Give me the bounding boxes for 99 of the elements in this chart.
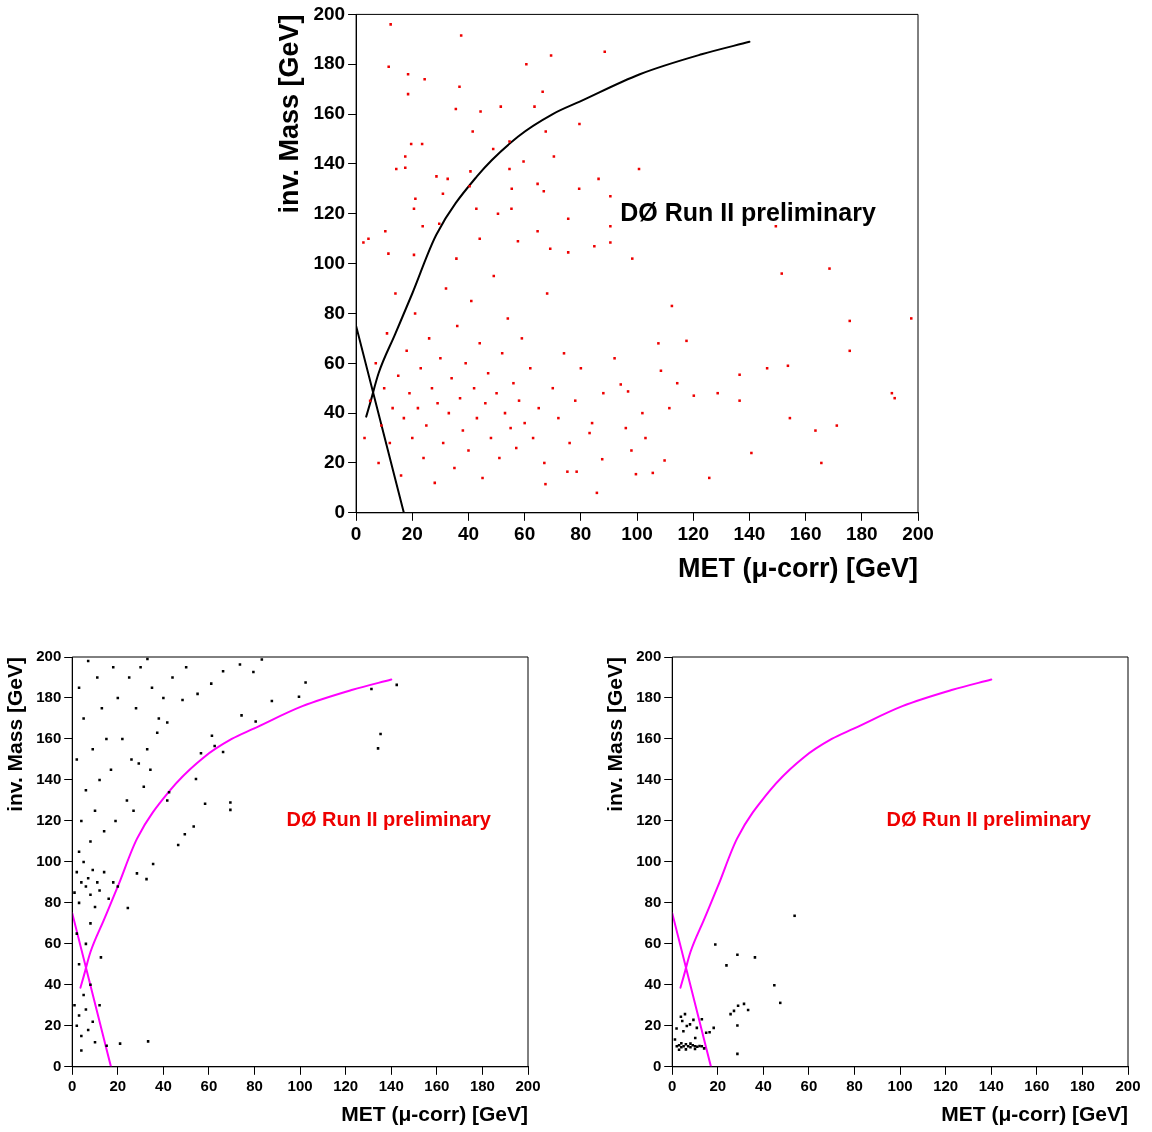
point xyxy=(684,1048,688,1051)
annotation: DØ Run II preliminary xyxy=(886,808,1092,831)
x-axis-title: MET (μ-corr) [GeV] xyxy=(941,1102,1128,1126)
x-tick-label: 180 xyxy=(845,523,878,545)
x-tick-label: 120 xyxy=(677,523,710,545)
x-tick-label: 200 xyxy=(515,1076,541,1094)
y-axis-title: inv. Mass [GeV] xyxy=(3,657,27,812)
point xyxy=(725,964,728,967)
x-tick-label: 120 xyxy=(933,1076,959,1094)
x-tick-label: 40 xyxy=(457,523,480,545)
point xyxy=(675,1027,678,1030)
y-tick-label: 200 xyxy=(636,647,662,665)
annotation: DØ Run II preliminary xyxy=(620,197,876,226)
point xyxy=(708,1030,711,1034)
y-axis-title: inv. Mass [GeV] xyxy=(273,14,304,214)
point xyxy=(692,1018,695,1022)
y-tick-label: 40 xyxy=(644,974,662,992)
x-tick-label: 100 xyxy=(287,1076,313,1094)
x-tick-label: 160 xyxy=(424,1076,450,1094)
point xyxy=(673,1038,677,1041)
annotation: DØ Run II preliminary xyxy=(286,808,492,831)
y-tick-label: 100 xyxy=(313,251,346,273)
point xyxy=(680,1019,684,1023)
y-tick-label: 0 xyxy=(52,1056,62,1074)
y-tick-label: 120 xyxy=(636,811,662,829)
y-tick-label: 200 xyxy=(36,647,62,665)
y-tick-label: 100 xyxy=(36,852,62,870)
y-tick-label: 120 xyxy=(313,201,346,223)
x-tick-label: 200 xyxy=(902,523,934,545)
point xyxy=(693,1036,697,1040)
y-tick-label: 80 xyxy=(44,893,62,911)
x-tick-label: 0 xyxy=(668,1076,677,1094)
x-tick-label: 60 xyxy=(514,523,536,545)
x-tick-label: 80 xyxy=(570,523,592,545)
y-tick-label: 20 xyxy=(323,451,346,473)
x-tick-label: 40 xyxy=(155,1076,172,1094)
y-tick-label: 140 xyxy=(636,770,662,788)
y-tick-label: 180 xyxy=(36,688,62,706)
y-tick-label: 100 xyxy=(636,852,662,870)
x-tick-label: 160 xyxy=(789,523,822,545)
x-tick-label: 180 xyxy=(469,1076,495,1094)
point xyxy=(793,914,796,918)
point xyxy=(753,956,757,959)
x-tick-label: 60 xyxy=(200,1076,218,1094)
x-tick-label: 40 xyxy=(755,1076,772,1094)
point xyxy=(729,1012,732,1016)
point xyxy=(778,1001,782,1005)
x-axis-title: MET (μ-corr) [GeV] xyxy=(341,1102,528,1126)
point xyxy=(689,1042,692,1045)
point xyxy=(773,983,776,987)
point xyxy=(684,1042,688,1046)
y-tick-label: 40 xyxy=(323,401,346,423)
y-tick-label: 140 xyxy=(36,770,62,788)
x-tick-label: 80 xyxy=(246,1076,263,1094)
x-tick-label: 20 xyxy=(401,523,423,545)
point xyxy=(736,1004,740,1008)
y-tick-label: 160 xyxy=(313,102,346,124)
x-tick-label: 80 xyxy=(846,1076,863,1094)
x-tick-label: 180 xyxy=(1069,1076,1095,1094)
point xyxy=(736,1052,739,1056)
x-tick-label: 20 xyxy=(709,1076,727,1094)
y-tick-label: 80 xyxy=(323,301,346,323)
point xyxy=(682,1029,685,1033)
x-tick-label: 100 xyxy=(887,1076,913,1094)
point xyxy=(736,1024,739,1027)
y-tick-label: 40 xyxy=(44,974,62,992)
y-tick-label: 140 xyxy=(313,152,346,174)
point xyxy=(712,1026,715,1030)
y-tick-label: 60 xyxy=(323,351,346,373)
y-tick-label: 180 xyxy=(636,688,662,706)
y-tick-label: 20 xyxy=(644,1015,662,1033)
y-tick-label: 0 xyxy=(652,1056,662,1074)
y-tick-label: 160 xyxy=(36,729,62,747)
y-tick-label: 20 xyxy=(44,1015,62,1033)
x-tick-label: 160 xyxy=(1024,1076,1050,1094)
y-tick-label: 60 xyxy=(644,934,662,951)
y-tick-label: 180 xyxy=(313,52,346,74)
y-tick-label: 120 xyxy=(36,811,62,829)
point xyxy=(680,1041,683,1045)
x-tick-label: 60 xyxy=(800,1076,818,1094)
point xyxy=(686,1045,690,1048)
x-axis-title: MET (μ-corr) [GeV] xyxy=(677,553,918,584)
y-tick-label: 80 xyxy=(644,893,662,911)
y-tick-label: 200 xyxy=(313,2,346,24)
x-tick-label: 0 xyxy=(350,523,362,545)
y-tick-label: 60 xyxy=(44,934,62,951)
y-tick-label: 160 xyxy=(636,729,662,747)
y-tick-label: 0 xyxy=(334,501,346,523)
x-tick-label: 140 xyxy=(733,523,766,545)
point xyxy=(714,943,717,946)
point xyxy=(700,1017,704,1021)
point xyxy=(689,1046,692,1049)
x-tick-label: 200 xyxy=(1115,1076,1141,1094)
y-axis-title: inv. Mass [GeV] xyxy=(603,657,627,812)
x-tick-label: 0 xyxy=(68,1076,77,1094)
x-tick-label: 20 xyxy=(109,1076,127,1094)
x-tick-label: 140 xyxy=(378,1076,404,1094)
point xyxy=(736,953,739,956)
x-tick-label: 140 xyxy=(978,1076,1004,1094)
